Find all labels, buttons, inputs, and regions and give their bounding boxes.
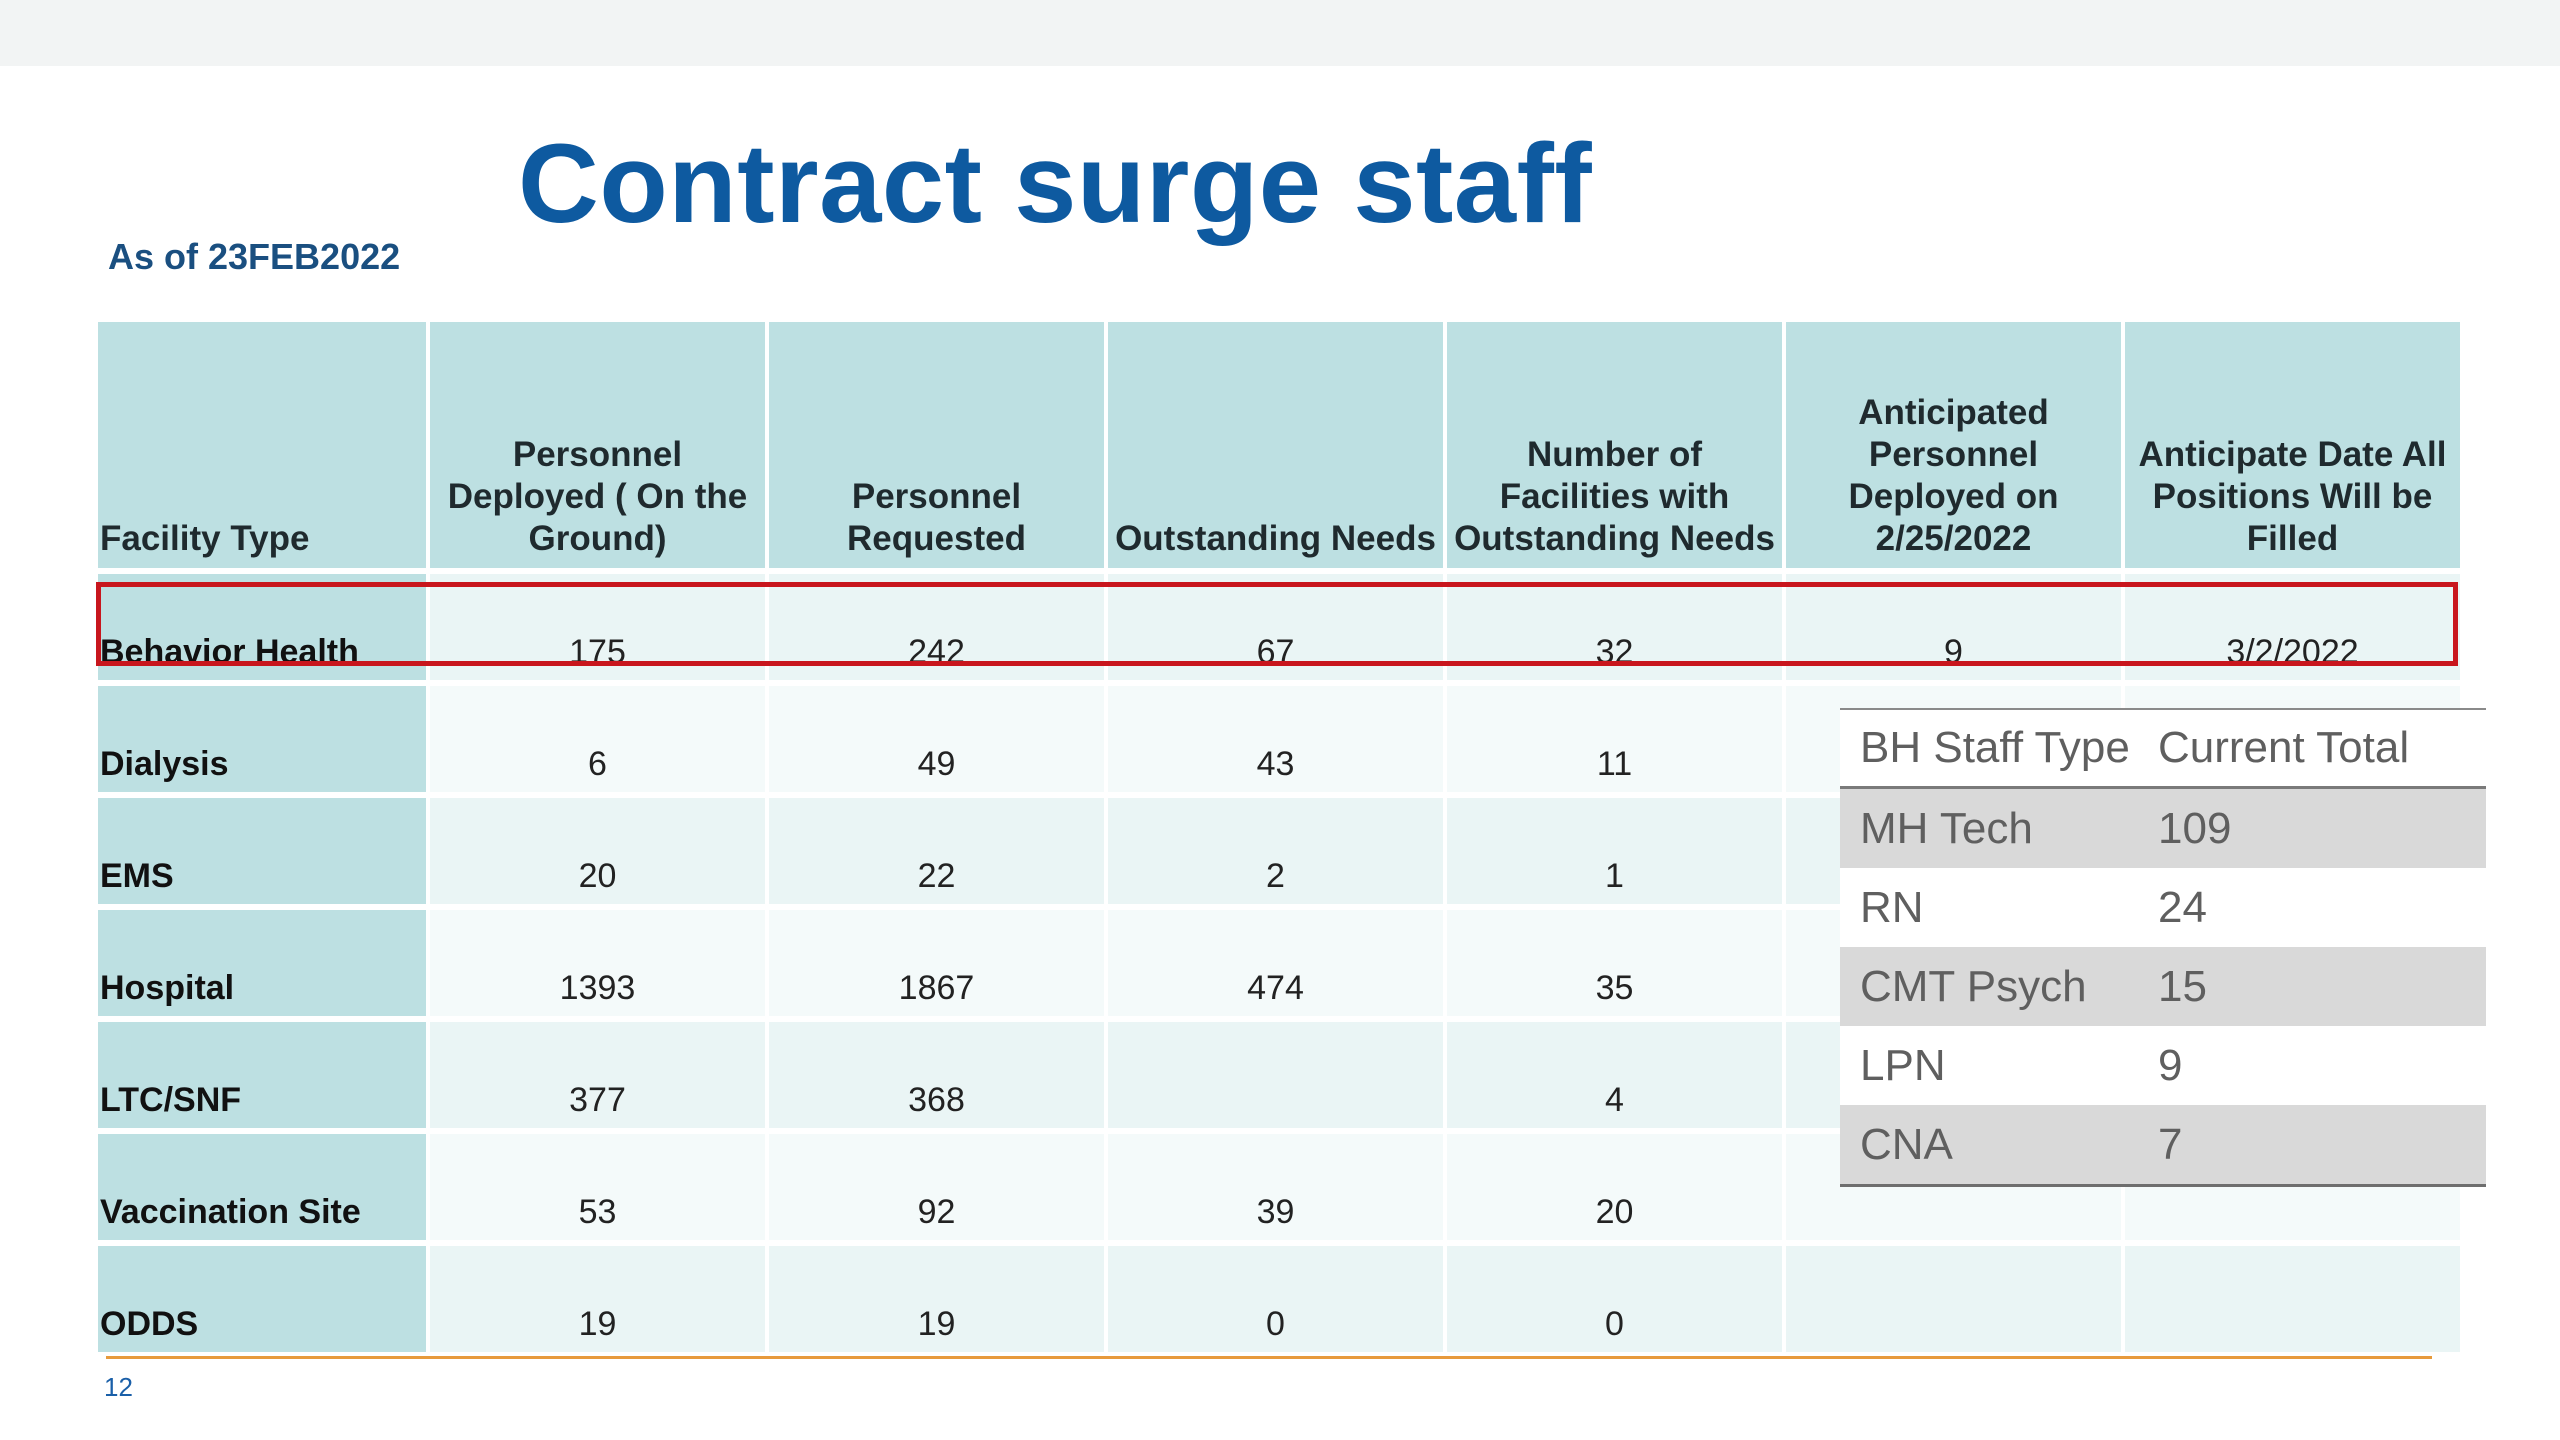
bh-staff-type: MH Tech <box>1860 803 2033 853</box>
header-outstanding-needs: Outstanding Needs <box>1108 322 1443 568</box>
table-cell: 49 <box>769 686 1104 792</box>
table-cell: 19 <box>769 1246 1104 1352</box>
bh-staff-header-row: BH Staff Type Current Total <box>1840 710 2486 789</box>
bh-staff-row: MH Tech 109 <box>1840 789 2486 868</box>
header-facilities-outstanding: Number of Facilities with Outstanding Ne… <box>1447 322 1782 568</box>
row-label: Vaccination Site <box>98 1134 426 1240</box>
bh-staff-row: CMT Psych 15 <box>1840 947 2486 1026</box>
table-cell: 43 <box>1108 686 1443 792</box>
row-label: Dialysis <box>98 686 426 792</box>
table-cell: 474 <box>1108 910 1443 1016</box>
bh-staff-type: CMT Psych <box>1860 961 2087 1011</box>
table-cell: 0 <box>1447 1246 1782 1352</box>
page-number: 12 <box>104 1372 133 1402</box>
as-of-date: As of 23FEB2022 <box>108 236 401 277</box>
table-cell: 2 <box>1108 798 1443 904</box>
bh-staff-table: BH Staff Type Current Total MH Tech 109 … <box>1840 708 2486 1187</box>
header-facility-type: Facility Type <box>98 322 426 568</box>
bh-staff-type-header: BH Staff Type <box>1860 723 2130 772</box>
table-cell: 11 <box>1447 686 1782 792</box>
table-cell: 20 <box>430 798 765 904</box>
table-cell: 6 <box>430 686 765 792</box>
bh-staff-total: 15 <box>2158 961 2207 1011</box>
bh-staff-row: CNA 7 <box>1840 1105 2486 1184</box>
table-cell: 4 <box>1447 1022 1782 1128</box>
table-cell: 1393 <box>430 910 765 1016</box>
bh-staff-total: 9 <box>2158 1040 2183 1090</box>
header-anticipate-date: Anticipate Date All Positions Will be Fi… <box>2125 322 2460 568</box>
bh-staff-type: CNA <box>1860 1119 1953 1169</box>
top-band <box>0 0 2560 66</box>
table-cell: 1 <box>1447 798 1782 904</box>
row-label: Hospital <box>98 910 426 1016</box>
bh-current-total-header: Current Total <box>2158 723 2410 772</box>
header-personnel-requested: Personnel Requested <box>769 322 1104 568</box>
table-cell <box>1108 1022 1443 1128</box>
row-label: ODDS <box>98 1246 426 1352</box>
table-row: ODDS 19 19 0 0 <box>98 1246 2460 1352</box>
slide-title: Contract surge staff <box>518 121 1593 246</box>
header-anticipated-deployed: Anticipated Personnel Deployed on 2/25/2… <box>1786 322 2121 568</box>
table-row: Vaccination Site 53 92 39 20 <box>98 1134 2460 1240</box>
footer-divider <box>106 1356 2432 1359</box>
table-cell: 53 <box>430 1134 765 1240</box>
table-cell: 0 <box>1108 1246 1443 1352</box>
table-cell: 377 <box>430 1022 765 1128</box>
table-cell: 20 <box>1447 1134 1782 1240</box>
table-cell: 368 <box>769 1022 1104 1128</box>
table-cell <box>2125 1246 2460 1352</box>
bh-staff-type: LPN <box>1860 1040 1946 1090</box>
table-cell <box>1786 1246 2121 1352</box>
bh-staff-row: RN 24 <box>1840 868 2486 947</box>
row-label: EMS <box>98 798 426 904</box>
bh-staff-total: 7 <box>2158 1119 2183 1169</box>
table-header-row: Facility Type Personnel Deployed ( On th… <box>98 322 2460 568</box>
table-cell: 1867 <box>769 910 1104 1016</box>
bh-staff-type: RN <box>1860 882 1924 932</box>
bh-staff-row: LPN 9 <box>1840 1026 2486 1105</box>
bh-staff-total: 24 <box>2158 882 2207 932</box>
table-cell: 22 <box>769 798 1104 904</box>
table-cell: 39 <box>1108 1134 1443 1240</box>
behavior-health-highlight-box <box>96 582 2458 666</box>
row-label: LTC/SNF <box>98 1022 426 1128</box>
table-cell: 35 <box>1447 910 1782 1016</box>
header-personnel-deployed: Personnel Deployed ( On the Ground) <box>430 322 765 568</box>
table-cell: 92 <box>769 1134 1104 1240</box>
bh-staff-total: 109 <box>2158 803 2232 853</box>
table-cell: 19 <box>430 1246 765 1352</box>
